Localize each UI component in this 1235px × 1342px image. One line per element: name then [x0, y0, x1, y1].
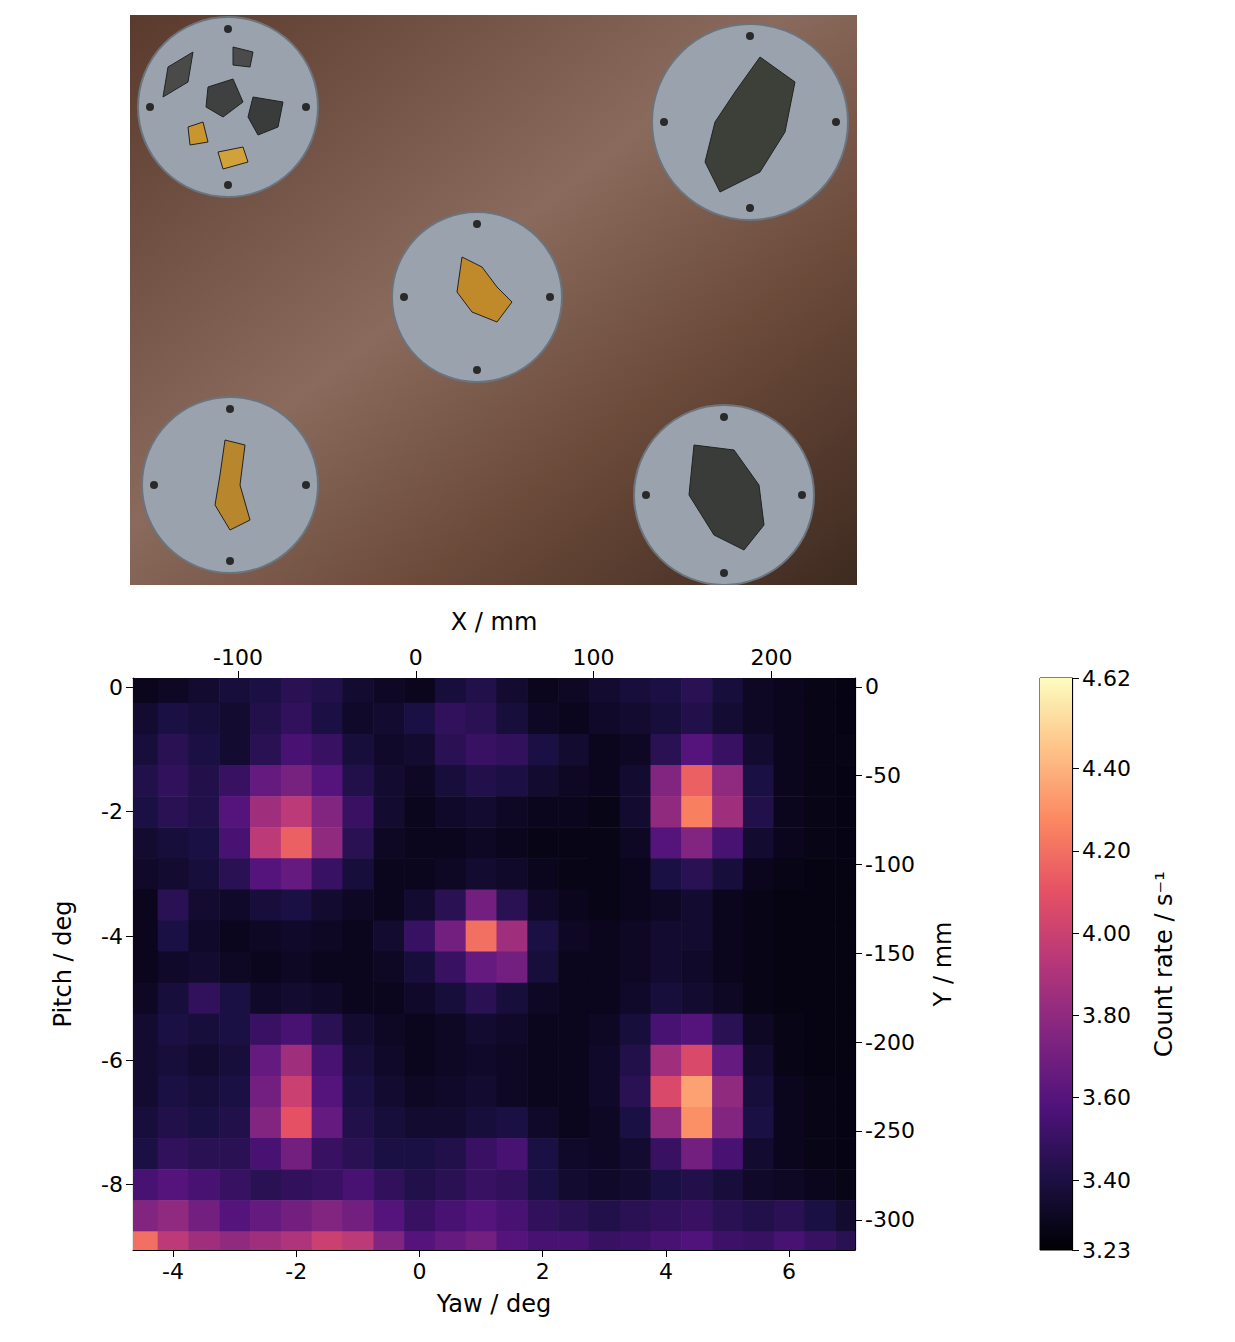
svg-text:-150: -150	[865, 941, 915, 966]
svg-text:-4: -4	[101, 924, 123, 949]
svg-text:3.40: 3.40	[1082, 1168, 1131, 1193]
svg-text:4.00: 4.00	[1082, 921, 1131, 946]
svg-text:-200: -200	[865, 1030, 915, 1055]
svg-text:4: 4	[659, 1259, 673, 1284]
svg-text:-100: -100	[213, 645, 263, 670]
svg-text:-2: -2	[101, 799, 123, 824]
svg-text:0: 0	[865, 674, 879, 699]
svg-text:0: 0	[409, 645, 423, 670]
svg-text:0: 0	[412, 1259, 426, 1284]
svg-text:200: 200	[750, 645, 792, 670]
svg-text:3.23: 3.23	[1082, 1238, 1131, 1263]
svg-text:-6: -6	[101, 1048, 123, 1073]
svg-text:6: 6	[782, 1259, 796, 1284]
svg-text:-300: -300	[865, 1207, 915, 1232]
svg-text:Yaw / deg: Yaw / deg	[436, 1290, 551, 1318]
svg-text:0: 0	[109, 675, 123, 700]
svg-text:3.80: 3.80	[1082, 1003, 1131, 1028]
svg-text:4.20: 4.20	[1082, 838, 1131, 863]
svg-text:-100: -100	[865, 852, 915, 877]
svg-text:-8: -8	[101, 1172, 123, 1197]
svg-text:Count rate / s⁻¹: Count rate / s⁻¹	[1150, 871, 1178, 1057]
svg-text:-2: -2	[285, 1259, 307, 1284]
svg-text:4.40: 4.40	[1082, 756, 1131, 781]
svg-text:X / mm: X / mm	[451, 608, 538, 636]
svg-text:Y / mm: Y / mm	[929, 922, 957, 1008]
svg-text:-4: -4	[162, 1259, 184, 1284]
svg-text:4.62: 4.62	[1082, 666, 1131, 691]
svg-text:Pitch / deg: Pitch / deg	[49, 900, 77, 1027]
svg-text:100: 100	[573, 645, 615, 670]
svg-text:3.60: 3.60	[1082, 1085, 1131, 1110]
svg-text:2: 2	[536, 1259, 550, 1284]
svg-text:-50: -50	[865, 763, 901, 788]
svg-text:-250: -250	[865, 1118, 915, 1143]
